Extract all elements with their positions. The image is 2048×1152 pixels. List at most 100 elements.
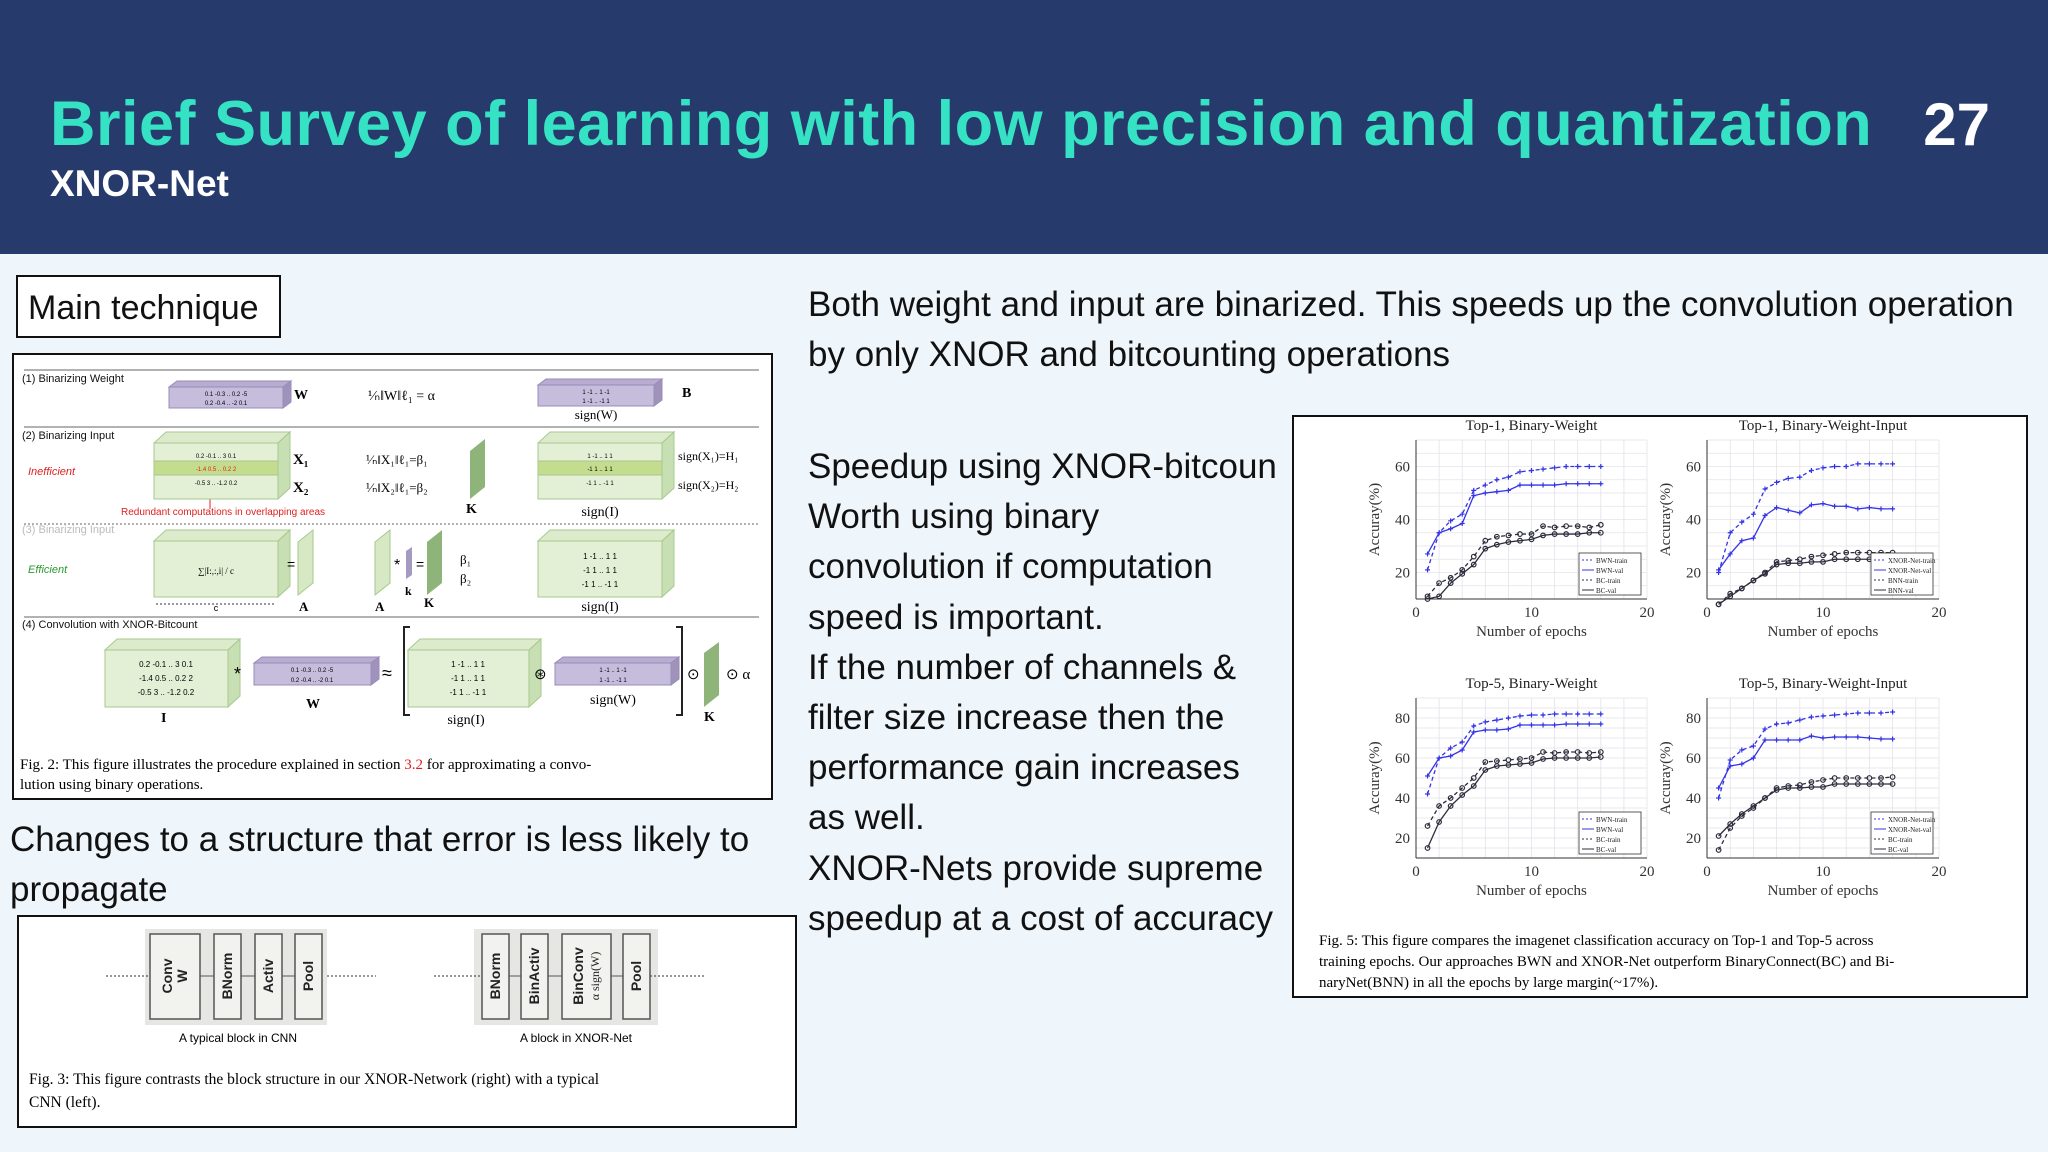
data-point [1482, 482, 1488, 488]
main-technique-label: Main technique [16, 275, 281, 338]
x-tick-label: 0 [1703, 605, 1711, 621]
data-point [1563, 523, 1570, 530]
signi-label: sign(I) [581, 505, 619, 520]
data-point [1425, 551, 1431, 557]
data-point [1586, 524, 1593, 531]
x-tick-label: 20 [1932, 864, 1947, 880]
data-point [1843, 503, 1849, 509]
series-line [1718, 783, 1893, 837]
data-point [1517, 713, 1523, 719]
data-point [1843, 464, 1849, 469]
data-point [1436, 530, 1442, 536]
data-point [1470, 553, 1477, 560]
data-point [1832, 734, 1838, 740]
data-point [1774, 737, 1780, 743]
figure-5-caption-line2: training epochs. Our approaches BWN and … [1319, 954, 1894, 970]
x-axis-label: Number of epochs [1768, 624, 1879, 640]
data-point [1820, 735, 1826, 741]
y-tick-label: 60 [1686, 460, 1701, 476]
data-point [1598, 711, 1604, 717]
y-tick-label: 40 [1395, 791, 1410, 807]
slide-title: Brief Survey of learning with low precis… [50, 89, 1873, 159]
data-point [1739, 519, 1745, 525]
data-point [1482, 537, 1489, 544]
w-label: W [294, 388, 308, 403]
data-point [1762, 726, 1768, 732]
data-point [1832, 464, 1838, 469]
legend-label: BC-val [1596, 846, 1616, 854]
svg-text:Conv: Conv [159, 958, 175, 993]
data-point [1727, 821, 1734, 827]
approx-sign: ≈ [382, 663, 392, 683]
series-line [1717, 711, 1893, 799]
data-point [1598, 721, 1604, 727]
data-point [1762, 513, 1768, 519]
data-point [1797, 717, 1803, 723]
bullet-item: Worth using binary convolution if comput… [808, 497, 1213, 637]
intro-text: Both weight and input are binarized. Thi… [808, 285, 2014, 374]
efficient-label: Efficient [28, 564, 68, 576]
data-point [1471, 729, 1477, 735]
data-point [1482, 759, 1489, 765]
bullet-item: If the number of channels & filter size … [808, 647, 1240, 838]
svg-text:1 -1 .. 1 -1: 1 -1 .. 1 -1 [599, 668, 627, 674]
data-point [1739, 538, 1745, 544]
y-tick-label: 40 [1395, 513, 1410, 529]
equals-sign: = [287, 556, 295, 572]
data-point [1750, 755, 1756, 761]
data-point [1436, 803, 1442, 809]
data-point [1459, 747, 1465, 753]
data-point [1448, 518, 1454, 524]
data-point [1448, 745, 1454, 751]
y-tick-label: 40 [1686, 513, 1701, 529]
data-point [1529, 482, 1534, 488]
a-label: A [375, 599, 385, 614]
slide-header: Brief Survey of learning with low precis… [0, 0, 2048, 254]
chart-legend: BWN-train BWN-val BC-train BC-val [1578, 811, 1642, 855]
figure-3-block-structure: Conv W BNorm Activ Pool A typical block … [17, 915, 797, 1128]
data-point [1540, 532, 1546, 539]
data-point [1878, 775, 1884, 781]
sign-input-tensor: 1 -1 .. 1 1 -1 1 .. 1 1 -1 1 .. -1 1 [536, 528, 676, 599]
data-point [1529, 722, 1534, 728]
data-point [1494, 727, 1500, 733]
k-label: K [704, 710, 715, 725]
data-point [1563, 464, 1569, 469]
data-point [1459, 785, 1466, 791]
data-point [1517, 761, 1523, 767]
figure-5-caption-line3: naryNet(BNN) in all the epochs by large … [1319, 975, 1658, 991]
hadamard-sign: ⊙ [687, 666, 700, 683]
data-point [1470, 783, 1477, 789]
data-point [1831, 556, 1838, 563]
data-point [1750, 511, 1756, 517]
x-tick-label: 10 [1524, 605, 1539, 621]
data-point [1528, 536, 1535, 543]
y-tick-label: 60 [1686, 751, 1701, 767]
activ-layer [254, 933, 283, 1020]
bnorm-layer [213, 933, 242, 1020]
svg-text:BNorm: BNorm [487, 953, 503, 1000]
x-tick-label: 20 [1932, 605, 1947, 621]
chart-panel: 0 10 20 20 40 60 80 Top-5, Binary-Weight-Input N… [1658, 676, 1947, 899]
svg-text:1 -1 .. -1 1: 1 -1 .. -1 1 [582, 399, 610, 405]
svg-text:Pool: Pool [628, 961, 644, 991]
x-tick-label: 0 [1412, 605, 1420, 621]
data-point [1727, 530, 1733, 536]
legend-box [1578, 552, 1642, 596]
y-axis-label: Accuray(%) [1658, 483, 1674, 556]
input-tensor-efficient: ∑|I:,:,i| / c [152, 528, 292, 599]
data-point [1447, 580, 1454, 586]
beta1-label: β₁ [460, 552, 471, 567]
bullet-item: Speedup using XNOR-bitcoun [808, 447, 1277, 486]
xnor-caption: A block in XNOR-Net [520, 1031, 633, 1045]
data-point [1820, 713, 1826, 719]
data-point [1586, 481, 1592, 487]
data-point [1482, 727, 1488, 733]
a-plane [374, 528, 391, 597]
data-point [1459, 739, 1465, 745]
data-point [1762, 570, 1768, 577]
binary-weight-tensor: 1 -1 .. 1 -1 1 -1 .. -1 1 [536, 378, 664, 407]
data-point [1797, 737, 1803, 743]
bullet-list: Speedup using XNOR-bitcoun Worth using b… [808, 442, 1278, 944]
y-tick-label: 80 [1395, 711, 1410, 727]
